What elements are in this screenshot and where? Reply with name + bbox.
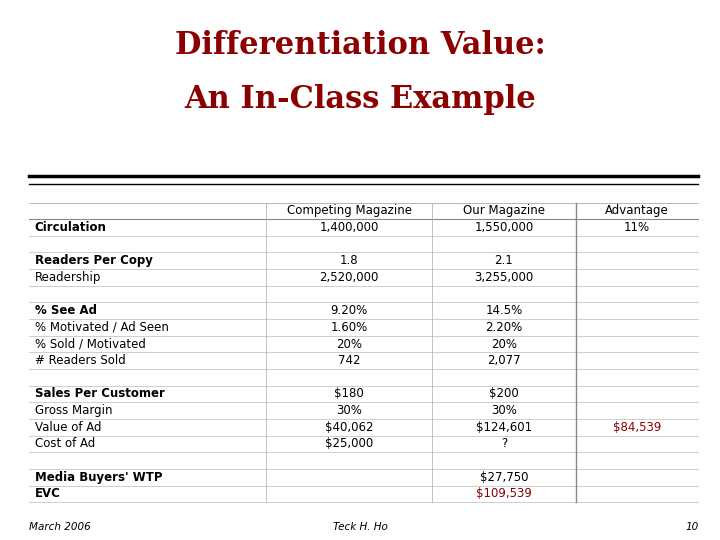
Text: $109,539: $109,539	[476, 488, 532, 501]
Text: EVC: EVC	[35, 488, 60, 501]
Text: 30%: 30%	[491, 404, 517, 417]
Text: $25,000: $25,000	[325, 437, 374, 450]
Text: 20%: 20%	[336, 338, 362, 350]
Text: Teck H. Ho: Teck H. Ho	[333, 522, 387, 531]
Text: $40,062: $40,062	[325, 421, 374, 434]
Text: 11%: 11%	[624, 221, 650, 234]
Text: An In-Class Example: An In-Class Example	[184, 84, 536, 114]
Text: $84,539: $84,539	[613, 421, 662, 434]
Text: 1.60%: 1.60%	[330, 321, 368, 334]
Text: 14.5%: 14.5%	[485, 304, 523, 317]
Text: ?: ?	[501, 437, 507, 450]
Text: 9.20%: 9.20%	[330, 304, 368, 317]
Text: # Readers Sold: # Readers Sold	[35, 354, 125, 367]
Text: % Sold / Motivated: % Sold / Motivated	[35, 338, 145, 350]
Text: % See Ad: % See Ad	[35, 304, 96, 317]
Text: $200: $200	[489, 388, 519, 401]
Text: 3,255,000: 3,255,000	[474, 271, 534, 284]
Text: 30%: 30%	[336, 404, 362, 417]
Text: Our Magazine: Our Magazine	[463, 204, 545, 217]
Text: 10: 10	[685, 522, 698, 531]
Text: Media Buyers' WTP: Media Buyers' WTP	[35, 471, 162, 484]
Text: Competing Magazine: Competing Magazine	[287, 204, 412, 217]
Text: % Motivated / Ad Seen: % Motivated / Ad Seen	[35, 321, 168, 334]
Text: 20%: 20%	[491, 338, 517, 350]
Text: 742: 742	[338, 354, 361, 367]
Text: Cost of Ad: Cost of Ad	[35, 437, 95, 450]
Text: March 2006: March 2006	[29, 522, 91, 531]
Text: $180: $180	[334, 388, 364, 401]
Text: 2,520,000: 2,520,000	[320, 271, 379, 284]
Text: 2.1: 2.1	[495, 254, 513, 267]
Text: Differentiation Value:: Differentiation Value:	[174, 30, 546, 60]
Text: Value of Ad: Value of Ad	[35, 421, 101, 434]
Text: Circulation: Circulation	[35, 221, 107, 234]
Text: $124,601: $124,601	[476, 421, 532, 434]
Text: 2.20%: 2.20%	[485, 321, 523, 334]
Text: 1.8: 1.8	[340, 254, 359, 267]
Text: Readership: Readership	[35, 271, 101, 284]
Text: 2,077: 2,077	[487, 354, 521, 367]
Text: Gross Margin: Gross Margin	[35, 404, 112, 417]
Text: Advantage: Advantage	[606, 204, 669, 217]
Text: 1,550,000: 1,550,000	[474, 221, 534, 234]
Text: 1,400,000: 1,400,000	[320, 221, 379, 234]
Text: Sales Per Customer: Sales Per Customer	[35, 388, 164, 401]
Text: Readers Per Copy: Readers Per Copy	[35, 254, 153, 267]
Text: $27,750: $27,750	[480, 471, 528, 484]
